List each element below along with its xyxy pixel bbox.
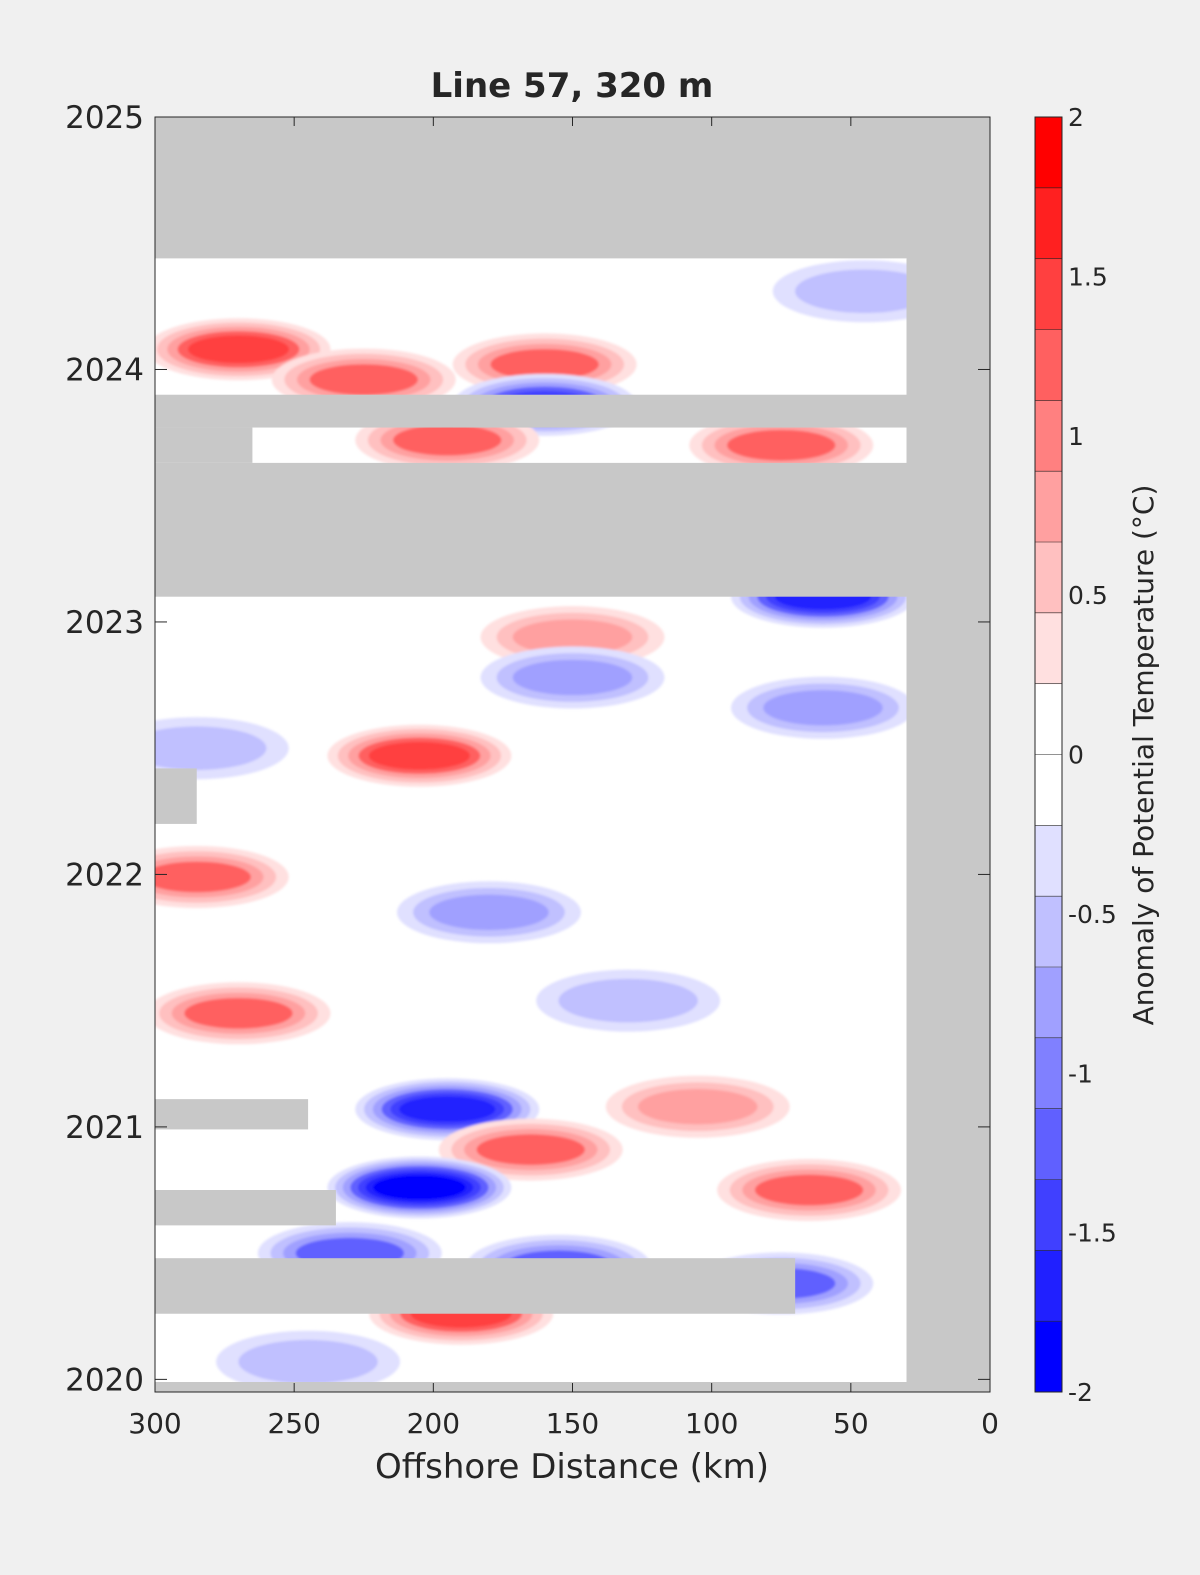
colorbar-tick-label: 0 xyxy=(1068,741,1084,770)
colorbar-segment xyxy=(1035,258,1062,330)
colorbar-segment xyxy=(1035,400,1062,472)
contour-level xyxy=(238,1339,378,1382)
y-tick-label: 2024 xyxy=(65,352,144,388)
y-tick-label: 2020 xyxy=(65,1362,144,1398)
colorbar-tick-label: -0.5 xyxy=(1068,900,1117,929)
colorbar-segment xyxy=(1035,825,1062,897)
contour-level xyxy=(309,364,418,395)
no-data-regions xyxy=(155,258,907,1382)
colorbar-segment xyxy=(1035,967,1062,1039)
colorbar-tick-label: -1 xyxy=(1068,1059,1093,1088)
no-data-region xyxy=(155,1099,309,1130)
colorbar-tick-label: 1 xyxy=(1068,422,1084,451)
no-data-region xyxy=(155,394,907,428)
colorbar-segment xyxy=(1035,683,1062,755)
colorbar-segment xyxy=(1035,1037,1062,1110)
no-data-region xyxy=(155,1190,336,1226)
colorbar-segment xyxy=(1035,187,1062,260)
contour-level xyxy=(429,894,549,930)
colorbar-tick-label: 1.5 xyxy=(1068,262,1108,291)
contour-level xyxy=(558,978,698,1023)
x-tick-label: 250 xyxy=(267,1407,320,1440)
contour-level xyxy=(512,619,633,655)
contour-level xyxy=(727,429,836,461)
contour-level xyxy=(184,997,293,1029)
colorbar-segment xyxy=(1035,754,1062,826)
x-axis: 300 250 200 150 100 50 0 xyxy=(128,117,999,1440)
contour-level xyxy=(399,1096,496,1123)
no-data-region xyxy=(155,462,907,597)
x-tick-label: 0 xyxy=(981,1407,999,1440)
no-data-region xyxy=(155,427,253,463)
contour-level xyxy=(637,1089,758,1125)
x-tick-label: 200 xyxy=(407,1407,460,1440)
colorbar-segment xyxy=(1035,1108,1062,1180)
contour-level xyxy=(373,1175,466,1200)
y-tick-label: 2025 xyxy=(65,100,144,136)
y-axis: 2020 2021 2022 2023 2024 2025 xyxy=(65,100,990,1398)
colorbar-segment xyxy=(1035,329,1062,401)
no-data-region xyxy=(906,258,907,1382)
contour-level xyxy=(155,726,267,770)
colorbar-tick-label: -1.5 xyxy=(1068,1219,1117,1248)
colorbar-segment xyxy=(1035,117,1062,189)
colorbar-frame xyxy=(1034,116,1063,1393)
data-layer xyxy=(155,258,907,1382)
chart-title: Line 57, 320 m xyxy=(431,66,714,106)
colorbar-ticks: -2 -1.5 -1 -0.5 0 0.5 1 1.5 2 xyxy=(1068,103,1117,1407)
colorbar-segment xyxy=(1035,1321,1062,1393)
colorbar: -2 -1.5 -1 -0.5 0 0.5 1 1.5 2 Anomaly of Potenti… xyxy=(1034,103,1160,1407)
x-tick-label: 100 xyxy=(685,1407,738,1440)
contour-level xyxy=(754,1174,864,1206)
y-tick-label: 2022 xyxy=(65,857,144,893)
colorbar-segment xyxy=(1035,542,1062,614)
colorbar-tick-label: 2 xyxy=(1068,103,1084,132)
y-tick-label: 2021 xyxy=(65,1110,144,1146)
contour-level xyxy=(512,659,633,696)
contour-level xyxy=(763,690,883,726)
colorbar-segment xyxy=(1035,471,1062,543)
no-data-region xyxy=(155,258,907,259)
no-data-region xyxy=(155,768,197,824)
colorbar-tick-label: 0.5 xyxy=(1068,581,1108,610)
colorbar-segment xyxy=(1035,896,1062,968)
colorbar-segment xyxy=(1035,1250,1062,1322)
contour-level xyxy=(795,269,907,313)
x-tick-label: 300 xyxy=(128,1407,181,1440)
colorbar-segment xyxy=(1035,1179,1062,1251)
contour-level xyxy=(490,349,599,380)
x-axis-label: Offshore Distance (km) xyxy=(375,1447,769,1487)
x-tick-label: 150 xyxy=(546,1407,599,1440)
contour-level xyxy=(368,741,470,770)
plot-area xyxy=(155,117,990,1392)
contour-level xyxy=(393,424,502,456)
contour-level xyxy=(187,335,290,364)
y-tick-label: 2023 xyxy=(65,605,144,641)
colorbar-segments xyxy=(1035,117,1062,1393)
x-tick-label: 50 xyxy=(833,1407,869,1440)
colorbar-segment xyxy=(1035,612,1062,685)
contour-level xyxy=(476,1134,585,1165)
contour-level xyxy=(155,861,251,893)
colorbar-tick-label: -2 xyxy=(1068,1378,1093,1407)
colorbar-label: Anomaly of Potential Temperature (°C) xyxy=(1127,485,1160,1026)
no-data-region xyxy=(155,1258,796,1314)
